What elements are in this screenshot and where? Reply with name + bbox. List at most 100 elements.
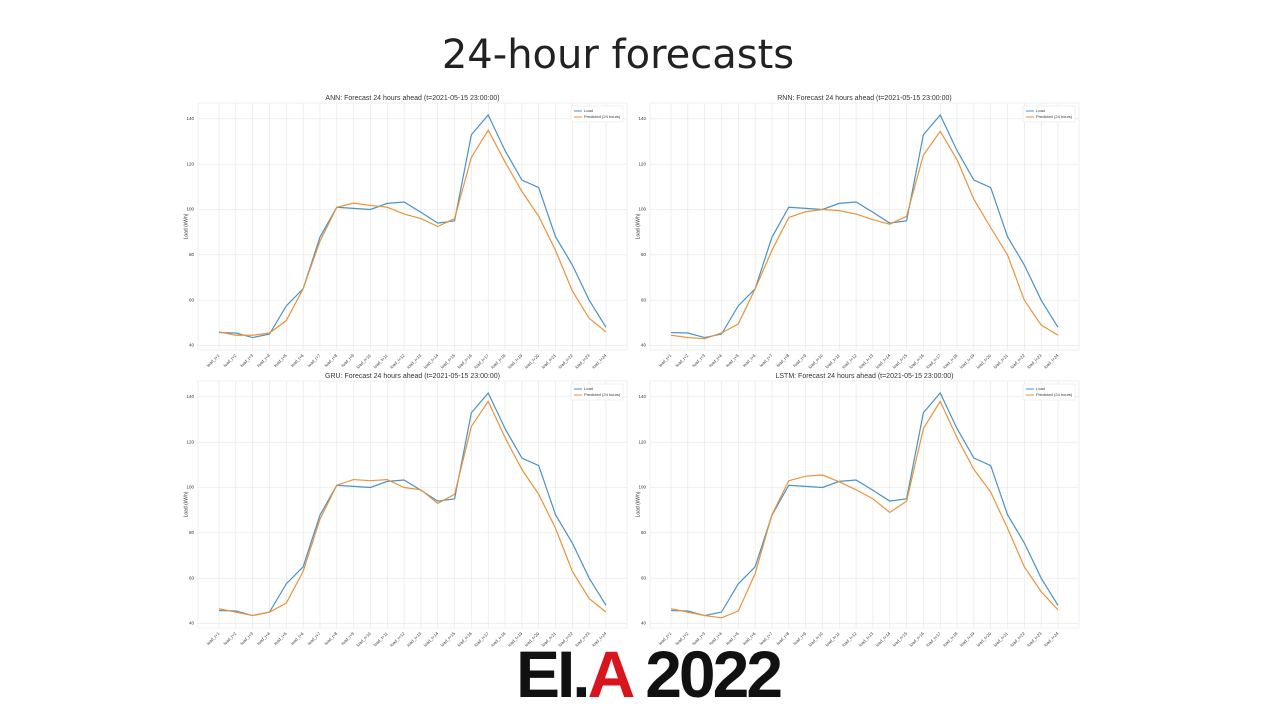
legend-label: Predicted (24 hours) — [1036, 392, 1073, 397]
chart-title: ANN: Forecast 24 hours ahead (t=2021-05-… — [325, 95, 499, 102]
y-tick-label: 100 — [186, 485, 194, 490]
logo-part: EI. — [516, 637, 588, 711]
x-tick-label: load_t+21 — [992, 630, 1009, 647]
legend-box — [570, 105, 624, 123]
plot-area — [649, 380, 1080, 629]
x-tick-label: load_t+12 — [389, 352, 406, 369]
legend-box — [1022, 383, 1076, 401]
x-tick-label: load_t+3 — [239, 352, 254, 367]
series-line — [218, 113, 607, 339]
x-tick-label: load_t+5 — [725, 352, 740, 367]
x-tick-label: load_t+20 — [524, 352, 541, 369]
x-tick-label: load_t+3 — [239, 630, 254, 645]
x-tick-label: load_t+18 — [490, 352, 507, 369]
legend-label: Load — [1036, 386, 1045, 391]
x-tick-label: load_t+22 — [1009, 630, 1026, 647]
x-tick-label: load_t+10 — [355, 630, 372, 647]
x-tick-label: load_t+5 — [273, 630, 288, 645]
x-tick-label: load_t+20 — [976, 352, 993, 369]
y-axis-label: Load (kWh) — [183, 491, 189, 517]
y-tick-label: 60 — [641, 297, 647, 302]
x-tick-label: load_t+15 — [891, 352, 908, 369]
x-tick-label: load_t+7 — [306, 630, 321, 645]
x-tick-label: load_t+6 — [290, 352, 305, 367]
x-tick-label: load_t+8 — [775, 352, 790, 367]
x-tick-label: load_t+14 — [423, 352, 440, 369]
logo-part: 2022 — [630, 637, 781, 711]
x-tick-label: load_t+20 — [976, 630, 993, 647]
x-tick-label: load_t+14 — [875, 630, 892, 647]
legend-label: Predicted (24 hours) — [584, 392, 621, 397]
x-tick-label: load_t+5 — [273, 352, 288, 367]
y-axis-label: Load (kWh) — [635, 213, 641, 239]
x-tick-label: load_t+18 — [490, 630, 507, 647]
plot-area — [649, 102, 1080, 351]
y-tick-label: 80 — [189, 530, 195, 535]
slide-title: 24-hour forecasts — [442, 32, 794, 78]
plot-area — [197, 102, 628, 351]
y-tick-label: 100 — [638, 485, 646, 490]
y-tick-label: 140 — [638, 394, 646, 399]
chart-title: RNN: Forecast 24 hours ahead (t=2021-05-… — [777, 95, 952, 102]
y-tick-label: 120 — [638, 439, 646, 444]
y-tick-label: 60 — [641, 575, 647, 580]
x-tick-label: load_t+9 — [792, 630, 807, 645]
x-tick-label: load_t+13 — [406, 352, 423, 369]
logo: EI.A 2022 — [516, 637, 781, 711]
plot-area — [197, 380, 628, 629]
x-tick-label: load_t+17 — [473, 352, 490, 369]
x-tick-label: load_t+4 — [256, 352, 271, 367]
x-tick-label: load_t+8 — [323, 352, 338, 367]
x-tick-label: load_t+1 — [658, 352, 673, 367]
x-tick-label: load_t+9 — [340, 352, 355, 367]
x-tick-label: load_t+2 — [222, 352, 237, 367]
x-tick-label: load_t+4 — [256, 630, 271, 645]
x-tick-label: load_t+4 — [708, 352, 723, 367]
x-tick-label: load_t+1 — [206, 630, 221, 645]
x-tick-label: load_t+17 — [473, 630, 490, 647]
x-tick-label: load_t+6 — [742, 352, 757, 367]
y-tick-label: 80 — [641, 252, 647, 257]
x-tick-label: load_t+9 — [340, 630, 355, 645]
x-tick-label: load_t+11 — [372, 630, 389, 647]
logo-part: A — [588, 637, 634, 711]
x-tick-label: load_t+13 — [406, 630, 423, 647]
x-tick-label: load_t+24 — [1043, 630, 1060, 647]
x-tick-label: load_t+6 — [290, 630, 305, 645]
x-tick-label: load_t+11 — [824, 630, 841, 647]
x-tick-label: load_t+10 — [807, 352, 824, 369]
x-tick-label: load_t+12 — [841, 352, 858, 369]
legend-label: Load — [1036, 108, 1045, 113]
x-tick-label: load_t+12 — [389, 630, 406, 647]
x-tick-label: load_t+13 — [858, 352, 875, 369]
y-tick-label: 40 — [641, 621, 647, 626]
y-tick-label: 100 — [638, 207, 646, 212]
x-tick-label: load_t+2 — [222, 630, 237, 645]
x-tick-label: load_t+11 — [824, 352, 841, 369]
x-tick-label: load_t+15 — [439, 352, 456, 369]
chart-title: LSTM: Forecast 24 hours ahead (t=2021-05… — [775, 373, 953, 380]
x-tick-label: load_t+7 — [306, 352, 321, 367]
y-tick-label: 60 — [189, 575, 195, 580]
y-tick-label: 140 — [186, 116, 194, 121]
series-line — [670, 400, 1059, 619]
y-tick-label: 120 — [186, 161, 194, 166]
x-tick-label: load_t+22 — [557, 352, 574, 369]
y-tick-label: 140 — [638, 116, 646, 121]
x-tick-label: load_t+23 — [1026, 352, 1043, 369]
legend-label: Predicted (24 hours) — [1036, 114, 1073, 119]
x-tick-label: load_t+23 — [574, 352, 591, 369]
y-tick-label: 40 — [189, 343, 195, 348]
x-tick-label: load_t+2 — [674, 352, 689, 367]
x-tick-label: load_t+15 — [439, 630, 456, 647]
x-tick-label: load_t+17 — [925, 630, 942, 647]
x-tick-label: load_t+1 — [206, 352, 221, 367]
y-tick-label: 120 — [186, 439, 194, 444]
legend-label: Load — [584, 108, 593, 113]
x-tick-label: load_t+14 — [423, 630, 440, 647]
x-tick-label: load_t+22 — [1009, 352, 1026, 369]
x-tick-label: load_t+3 — [691, 352, 706, 367]
x-tick-label: load_t+16 — [908, 630, 925, 647]
series-line — [218, 400, 607, 617]
